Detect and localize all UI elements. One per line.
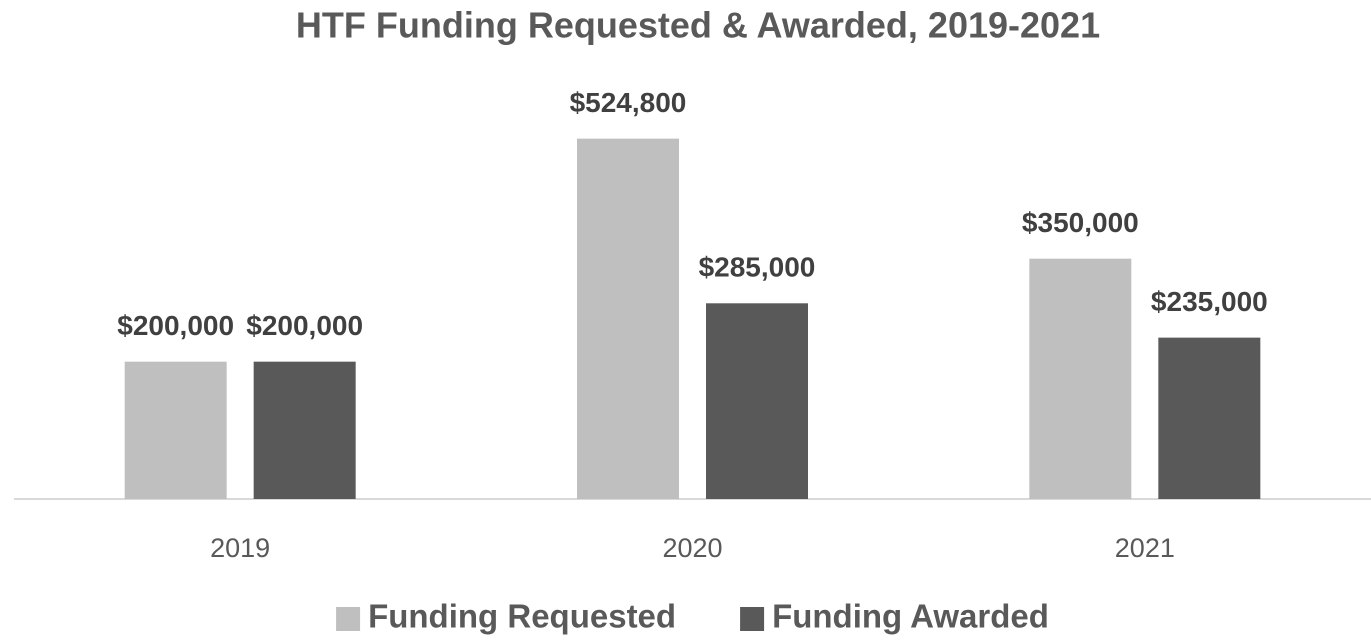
data-label: $200,000 [117,310,234,341]
data-label: $235,000 [1151,286,1268,317]
data-label: $350,000 [1022,207,1139,238]
bar [1158,337,1261,499]
data-label: $200,000 [246,310,363,341]
chart-title: HTF Funding Requested & Awarded, 2019-20… [296,5,1100,46]
x-tick-label: 2019 [210,533,270,563]
bar [577,138,679,499]
bar [706,303,808,499]
legend-label: Funding Requested [368,598,676,635]
legend-swatch [336,607,361,631]
bar [124,361,227,499]
data-label: $524,800 [570,87,687,118]
legend-swatch [740,607,765,631]
bar [253,361,356,499]
x-tick-label: 2020 [662,533,722,563]
x-tick-label: 2021 [1115,533,1175,563]
bar [1029,258,1132,499]
legend-label: Funding Awarded [772,598,1049,635]
data-label: $285,000 [699,252,816,283]
